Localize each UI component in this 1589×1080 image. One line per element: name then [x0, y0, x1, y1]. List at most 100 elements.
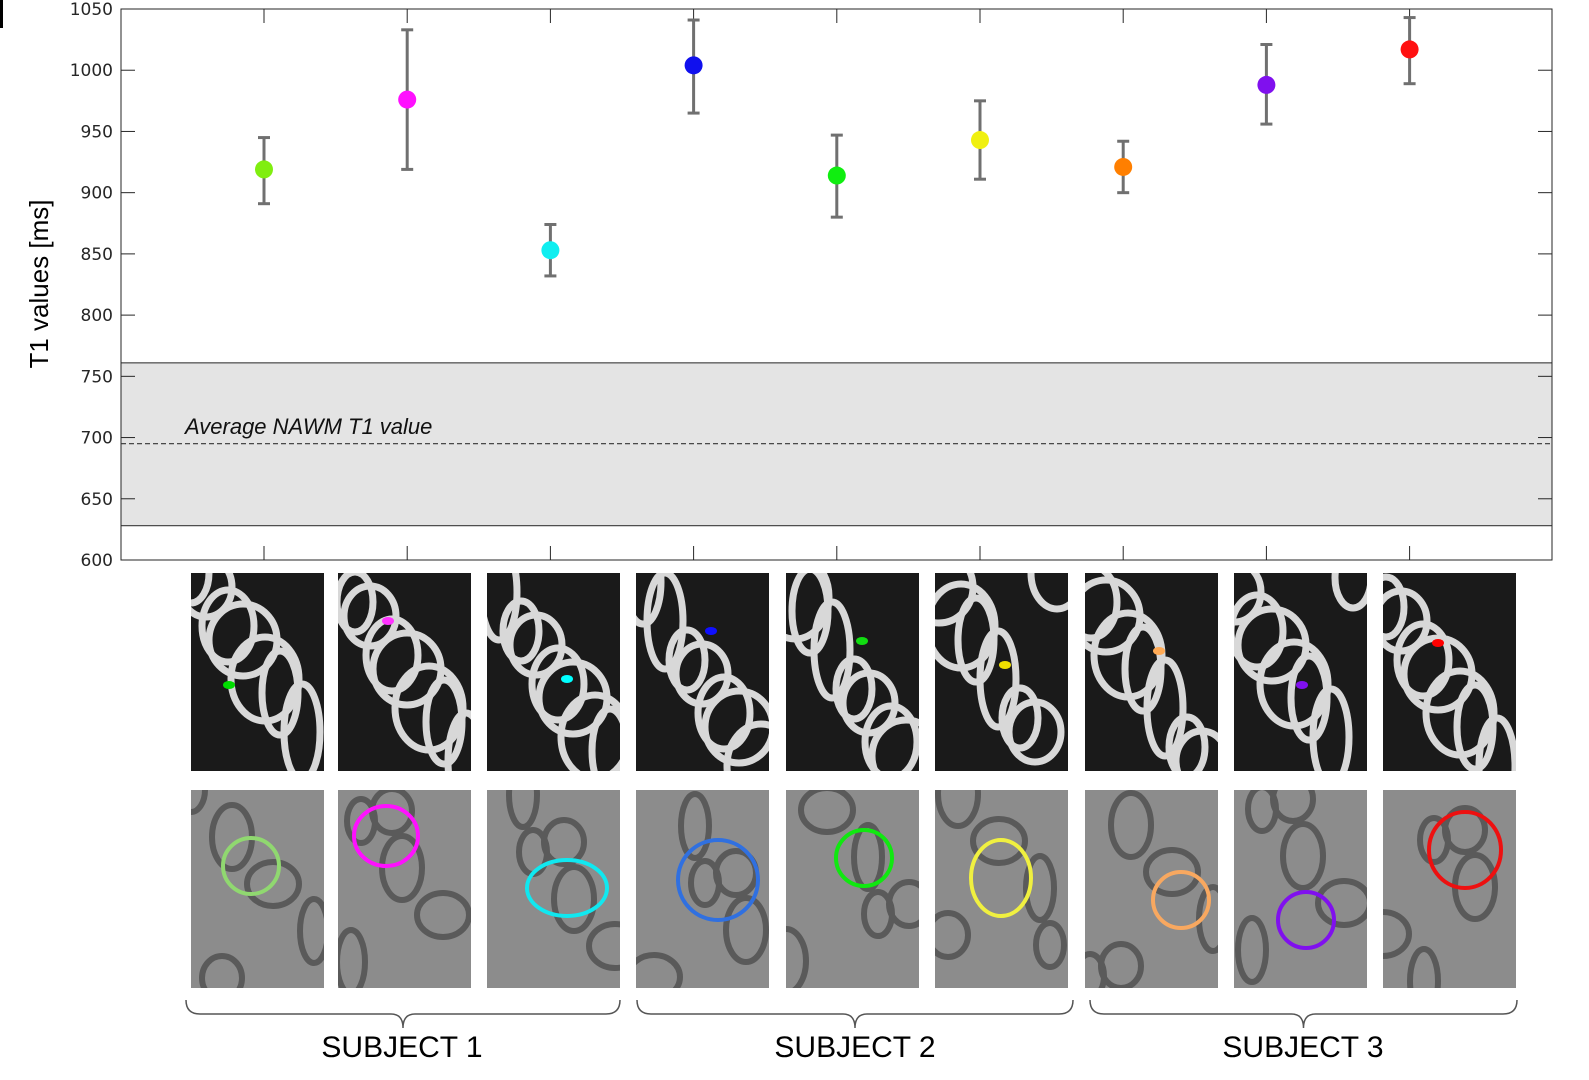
gyrus-shape	[1165, 713, 1209, 771]
gyrus-shape	[1234, 605, 1310, 685]
gyrus-shape	[832, 655, 876, 723]
gyrus-shape	[935, 573, 977, 627]
gyrus-shape	[1393, 620, 1453, 700]
segmented-mri-panel	[1085, 573, 1218, 771]
segmented-mri-panel	[191, 573, 324, 771]
tissue-shape	[851, 822, 885, 892]
raw-mri-panel	[935, 790, 1068, 988]
lesion-marker	[856, 637, 868, 645]
y-tick-label: 750	[81, 367, 113, 387]
lesion-circle	[525, 858, 609, 918]
gyrus-shape	[1383, 587, 1431, 655]
raw-mri-panel	[487, 790, 620, 988]
tissue-shape	[244, 859, 302, 909]
y-tick-label: 700	[81, 429, 113, 449]
segmented-mri-panel	[1234, 573, 1367, 771]
gyrus-shape	[1121, 623, 1165, 715]
raw-mri-panel	[191, 790, 324, 988]
gyrus-shape	[528, 644, 588, 724]
subject-2-label: SUBJECT 2	[774, 1031, 936, 1064]
tissue-shape	[297, 896, 324, 966]
tissue-shape	[935, 910, 971, 960]
subject-braces	[185, 999, 1518, 1029]
lesion-marker	[705, 627, 717, 635]
data-point	[541, 241, 560, 260]
gyrus-shape	[487, 573, 521, 644]
tissue-shape	[1407, 946, 1441, 988]
gyrus-shape	[694, 673, 754, 753]
subject-1-label: SUBJECT 1	[321, 1031, 483, 1064]
gyrus-shape	[788, 573, 832, 657]
lesion-circle	[352, 804, 420, 868]
tissue-shape	[1280, 821, 1326, 891]
gyrus-shape	[636, 573, 665, 628]
edge-mark	[0, 0, 3, 28]
gyrus-shape	[422, 676, 466, 768]
subject-3-label: SUBJECT 3	[1222, 1031, 1384, 1064]
y-tick-label: 900	[81, 184, 113, 204]
tissue-shape	[414, 890, 471, 940]
lesion-marker	[999, 661, 1011, 669]
y-tick-label: 650	[81, 490, 113, 510]
nawm-band-layer	[120, 362, 1553, 527]
gyrus-shape	[588, 705, 620, 771]
data-point	[255, 160, 273, 179]
gyrus-shape	[1331, 573, 1367, 612]
tissue-shape	[1235, 915, 1269, 985]
segmented-mri-panel	[935, 573, 1068, 771]
lesion-circle	[1151, 870, 1211, 930]
segmented-mri-panel	[487, 573, 620, 771]
gyrus-shape	[340, 582, 400, 650]
lesion-circle	[221, 836, 281, 896]
gyrus-shape	[954, 594, 998, 686]
lesion-circle	[1276, 890, 1336, 950]
data-point	[1257, 75, 1276, 94]
tissue-shape	[970, 816, 1028, 866]
gyrus-shape	[1085, 576, 1144, 656]
gyrus-shape	[1027, 573, 1068, 613]
lesion-marker	[223, 681, 235, 689]
tissue-shape	[935, 790, 981, 829]
tissue-shape	[723, 895, 769, 965]
gyrus-shape	[506, 611, 566, 679]
gyrus-shape	[205, 600, 281, 680]
data-point	[1400, 40, 1419, 59]
mri-background	[786, 573, 919, 771]
lesion-marker	[561, 675, 573, 683]
gyrus-shape	[665, 626, 709, 694]
lesion-marker	[1432, 639, 1444, 647]
gyrus-shape	[1287, 652, 1331, 744]
tissue-shape	[1033, 920, 1067, 970]
lesion-marker	[1153, 647, 1165, 655]
brace-subject-1	[185, 999, 621, 1029]
tissue-shape	[636, 952, 683, 988]
brace-subject-3	[1089, 999, 1518, 1029]
tissue-shape	[678, 791, 712, 861]
gyrus-shape	[1005, 698, 1065, 766]
gyrus-shape	[839, 669, 899, 737]
tissue-shape	[886, 879, 919, 929]
raw-mri-panel	[636, 790, 769, 988]
tissue-shape	[1270, 790, 1316, 824]
gyrus-shape	[1234, 573, 1265, 626]
raw-mri-panel	[1085, 790, 1218, 988]
gyrus-shape	[723, 720, 769, 771]
tissue-shape	[798, 790, 856, 835]
gyrus-shape	[868, 716, 919, 771]
data-point	[398, 90, 417, 109]
tissue-shape	[1442, 805, 1488, 855]
raw-mri-panel	[1234, 790, 1367, 988]
mri-background	[338, 790, 471, 988]
nawm-range-band	[120, 362, 1553, 527]
y-tick-label: 850	[81, 245, 113, 265]
lesion-circle	[969, 838, 1033, 918]
tissue-shape	[786, 926, 809, 988]
raw-mri-panel	[1383, 790, 1516, 988]
gyrus-shape	[1085, 573, 1121, 642]
lesion-circle	[834, 828, 894, 888]
y-tick-label: 1050	[70, 0, 113, 20]
raw-mri-panel	[786, 790, 919, 988]
gyrus-shape	[557, 691, 620, 771]
gyrus-shape	[258, 647, 302, 739]
lesion-marker	[382, 617, 394, 625]
